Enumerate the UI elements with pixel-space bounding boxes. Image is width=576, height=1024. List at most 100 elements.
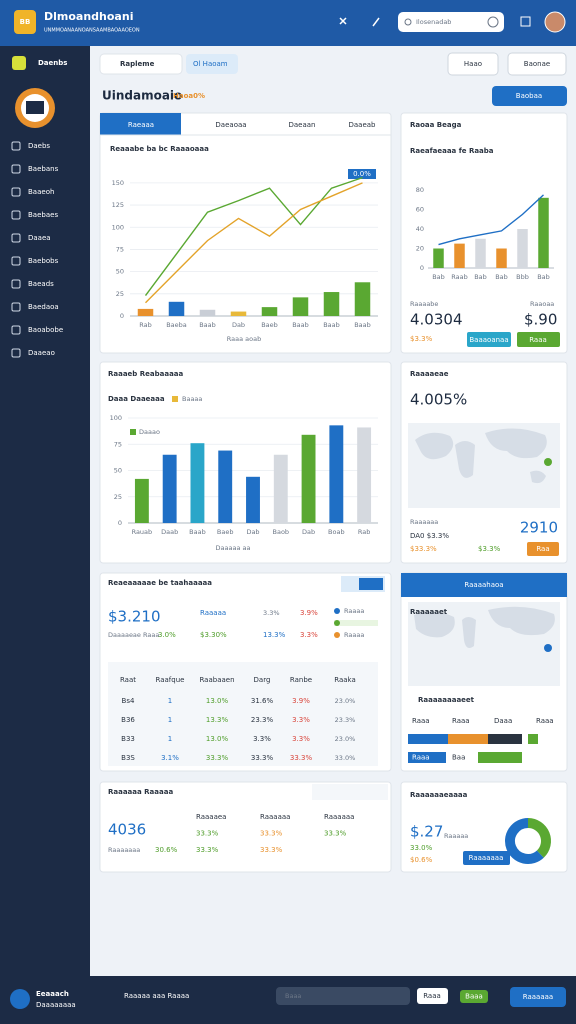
button[interactable] bbox=[507, 52, 567, 76]
nav-item[interactable]: Baoabobe bbox=[28, 326, 63, 334]
active-tab[interactable] bbox=[100, 113, 181, 135]
table-header: Raafque bbox=[156, 676, 185, 684]
x-tick-label: Dab bbox=[246, 528, 259, 536]
table-cell: 13.0% bbox=[206, 735, 229, 743]
legend-header: Raaa bbox=[536, 717, 554, 725]
bar bbox=[475, 238, 486, 268]
table-cell: 3.3% bbox=[292, 735, 310, 743]
map-land bbox=[415, 428, 547, 484]
panel-title: Reaeaaaaae be taahaaaaa bbox=[108, 579, 212, 587]
button-label[interactable]: Raaa bbox=[423, 992, 441, 1000]
panel bbox=[99, 781, 392, 873]
app-subtitle: UNMMOANAANOANSAAMBAOAAOEON bbox=[44, 28, 140, 34]
stat-value: 4.0304 bbox=[410, 311, 463, 329]
legend-dot bbox=[334, 620, 340, 626]
footer-subtitle: Daaaaaaaa bbox=[36, 1001, 76, 1009]
panel-title: Raaaahaoa bbox=[464, 581, 503, 589]
button-label[interactable]: Baaaoanaa bbox=[469, 336, 508, 344]
icon[interactable] bbox=[487, 16, 499, 28]
nav-item[interactable]: Daebs bbox=[28, 142, 50, 150]
button-label[interactable]: Baobaa bbox=[516, 92, 542, 100]
tab[interactable]: Daeaan bbox=[288, 121, 315, 129]
stat-change: $3.3% bbox=[478, 545, 501, 553]
legend-bar bbox=[488, 734, 522, 744]
nav-item[interactable]: Baebans bbox=[28, 165, 59, 173]
nav-item[interactable]: Baaeoh bbox=[28, 188, 54, 196]
nav-item[interactable]: Baebaes bbox=[28, 211, 58, 219]
button-bg[interactable] bbox=[467, 332, 511, 347]
x-tick-label: Rauab bbox=[132, 528, 153, 536]
nav-item[interactable]: Baedaoa bbox=[28, 303, 59, 311]
stat-cell: 3.9% bbox=[300, 609, 318, 617]
button-label[interactable]: Baaa bbox=[465, 993, 483, 1001]
tab[interactable]: Daeaoaa bbox=[215, 121, 246, 129]
table-cell: 31.6% bbox=[251, 697, 274, 705]
bar bbox=[190, 443, 205, 523]
button-label[interactable]: Raaaaaaa bbox=[469, 854, 504, 862]
stat-change: 3.0% bbox=[158, 631, 176, 639]
button-bg[interactable] bbox=[517, 332, 560, 347]
legend-cell: Baa bbox=[452, 754, 465, 762]
footer-search[interactable] bbox=[276, 987, 410, 1005]
section-label: Raaaaaaaaeet bbox=[418, 696, 475, 704]
icon[interactable] bbox=[372, 17, 380, 27]
button-label[interactable]: Raaaaaa bbox=[523, 993, 553, 1001]
avatar[interactable] bbox=[544, 11, 566, 33]
brand-icon bbox=[12, 56, 26, 70]
stat-change: $3.3% bbox=[410, 335, 433, 343]
tab[interactable]: Raeaaa bbox=[128, 121, 154, 129]
x-tick-label: Rab bbox=[139, 321, 151, 329]
y-tick-label: 0 bbox=[120, 312, 124, 320]
y-tick-label: 50 bbox=[116, 268, 124, 276]
map-marker bbox=[544, 458, 552, 466]
nav-item[interactable]: Baeads bbox=[28, 280, 54, 288]
footer-button[interactable] bbox=[417, 988, 448, 1004]
icon[interactable] bbox=[520, 16, 531, 27]
bar bbox=[199, 309, 216, 316]
nav-icon bbox=[11, 210, 21, 220]
button-bg[interactable] bbox=[463, 851, 510, 865]
toggle-active[interactable] bbox=[359, 578, 383, 590]
button-bg[interactable] bbox=[527, 542, 559, 556]
bar bbox=[301, 434, 316, 523]
nav-item[interactable]: Baebobs bbox=[28, 257, 59, 265]
panel-title: Raaaaeae bbox=[410, 370, 449, 378]
dropdown-label[interactable]: Rapleme bbox=[120, 60, 155, 68]
legend-header: Raaa bbox=[412, 717, 430, 725]
button-label[interactable]: Baonae bbox=[524, 60, 550, 68]
footer-link[interactable]: Raaaaa aaa Raaaa bbox=[124, 992, 189, 1000]
x-tick-label: Baab bbox=[199, 321, 216, 329]
nav-item[interactable]: Daaea bbox=[28, 234, 51, 242]
nav-item[interactable]: Daaeao bbox=[28, 349, 55, 357]
table-cell: B3S bbox=[121, 754, 135, 762]
x-tick-label: Rab bbox=[358, 528, 370, 536]
stat-label: Raaaabe bbox=[410, 300, 438, 308]
button[interactable] bbox=[447, 52, 499, 76]
footer-button[interactable] bbox=[460, 990, 488, 1003]
table-header: Ranbe bbox=[290, 676, 312, 684]
button-label[interactable]: Raa bbox=[536, 545, 549, 553]
button-label[interactable]: Raaa bbox=[529, 336, 547, 344]
action-button[interactable] bbox=[492, 86, 567, 106]
panel-header bbox=[401, 573, 567, 597]
x-tick-label: Baob bbox=[273, 528, 290, 536]
panel-title: Raaaaaa Raaaaa bbox=[108, 788, 173, 796]
tab[interactable]: Daaeab bbox=[348, 121, 376, 129]
dropdown[interactable] bbox=[99, 53, 183, 75]
search-box[interactable] bbox=[398, 12, 504, 32]
tag[interactable] bbox=[186, 54, 238, 74]
button-label[interactable]: Haao bbox=[464, 60, 482, 68]
stat-change: 33.0% bbox=[410, 844, 433, 852]
donut-segment bbox=[505, 818, 544, 864]
bar bbox=[273, 454, 288, 523]
legend-label: Raaaa bbox=[344, 607, 364, 615]
stat-cell: 13.3% bbox=[263, 631, 286, 639]
icon[interactable] bbox=[339, 17, 347, 25]
tag-label[interactable]: Ol Haoam bbox=[193, 60, 228, 68]
y-tick-label: 25 bbox=[116, 290, 124, 298]
footer-button[interactable] bbox=[510, 987, 566, 1007]
footer-logo bbox=[10, 989, 30, 1009]
y-tick-label: 20 bbox=[416, 245, 424, 253]
legend-bar bbox=[408, 752, 446, 763]
